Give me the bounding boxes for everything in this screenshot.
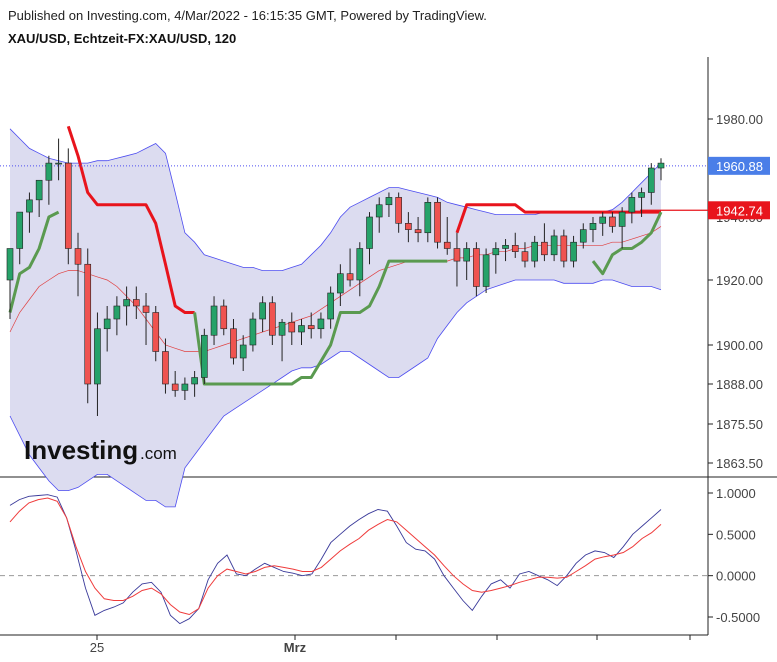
candle-body	[443, 241, 451, 249]
candle-body	[521, 251, 529, 262]
candle-body	[473, 248, 480, 287]
candle-body	[288, 321, 296, 333]
candle-body	[239, 344, 247, 359]
time-tick-label: 25	[90, 640, 104, 655]
candle-body	[327, 292, 334, 320]
candle-body	[298, 325, 305, 333]
candle-body	[103, 318, 111, 330]
candle-body	[84, 263, 92, 385]
candle-body	[346, 273, 354, 281]
candle-body	[453, 248, 461, 262]
candle-body	[511, 245, 519, 252]
candle-body	[579, 229, 587, 243]
candle-body	[589, 223, 597, 230]
candle-body	[414, 229, 422, 234]
candle-body	[113, 305, 121, 320]
candle-body	[482, 254, 490, 287]
candle-body	[6, 248, 14, 281]
candle-body	[531, 241, 538, 262]
band-lower-line	[9, 279, 662, 508]
candle-body	[123, 299, 130, 307]
candle-body	[628, 197, 636, 213]
candle-body	[657, 162, 665, 169]
candle-body	[560, 235, 568, 262]
candle-body	[249, 318, 257, 346]
level-price-tag-bg	[708, 201, 770, 220]
candle-body	[395, 197, 402, 224]
logo-suffix: .com	[140, 444, 177, 463]
candle-body	[191, 377, 198, 385]
candle-body	[55, 162, 62, 165]
osc-tick-label: 1.0000	[716, 486, 756, 501]
osc-tick-label: 0.5000	[716, 527, 756, 542]
stop-line-red	[66, 125, 661, 314]
candle-body	[356, 248, 364, 281]
candle-body	[424, 202, 432, 234]
candle-body	[64, 162, 72, 249]
candle-body	[259, 302, 266, 320]
price-tick-label: 1900.00	[716, 338, 763, 353]
signal-line	[9, 497, 662, 616]
level-price-tag: 1942.74	[716, 203, 763, 218]
candle-body	[434, 202, 441, 243]
candle-body	[210, 305, 218, 336]
candle-body	[269, 302, 276, 336]
published-note: Published on Investing.com, 4/Mar/2022 -…	[8, 8, 487, 23]
price-tick-label: 1920.00	[716, 273, 763, 288]
candle-body	[618, 211, 626, 227]
candle-body	[317, 318, 325, 330]
investing-logo: Investing .com	[24, 435, 177, 465]
last-price-tag-bg	[708, 156, 770, 175]
price-tick-label: 1980.00	[716, 112, 763, 127]
candle-body	[16, 211, 24, 249]
candle-body	[541, 241, 548, 256]
candle-body	[550, 235, 558, 256]
candle-body	[74, 248, 82, 265]
osc-tick-label: 0.0000	[716, 569, 756, 584]
candle-body	[162, 351, 169, 385]
price-tick-label: 1888.00	[716, 377, 763, 392]
candle-body	[181, 383, 189, 391]
candle-body	[26, 199, 33, 213]
candle-body	[220, 305, 228, 330]
candle-body	[609, 216, 616, 227]
candle-body	[94, 328, 101, 385]
candle-body	[502, 245, 509, 249]
candle-body	[337, 273, 344, 294]
candle-body	[152, 312, 160, 352]
candle-body	[375, 204, 383, 218]
price-tick-label: 1863.50	[716, 456, 763, 471]
candle-body	[171, 383, 179, 391]
candle-body	[638, 192, 645, 198]
candle-body	[142, 305, 150, 313]
candle-body	[570, 241, 577, 262]
candle-body	[278, 321, 286, 336]
candle-body	[201, 334, 208, 378]
candle-body	[647, 167, 655, 193]
candle-body	[230, 328, 237, 359]
candle-body	[307, 325, 315, 330]
candle-body	[366, 216, 373, 249]
stop-line-green	[8, 210, 663, 386]
osc-tick-label: -0.5000	[716, 610, 760, 625]
candle-body	[35, 179, 43, 201]
symbol-title: XAU/USD, Echtzeit-FX:XAU/USD, 120	[8, 31, 237, 46]
candle-body	[385, 197, 393, 206]
candle-body	[599, 216, 607, 224]
band-fill	[10, 128, 661, 507]
last-price-tag: 1960.88	[716, 159, 763, 174]
candle-body	[405, 223, 412, 230]
logo-main: Investing	[24, 435, 138, 465]
candle-body	[45, 162, 53, 181]
price-tick-label: 1875.50	[716, 417, 763, 432]
oscillator-line	[9, 494, 662, 625]
candle-body	[492, 248, 500, 256]
candle-body	[133, 299, 140, 307]
candle-body	[463, 248, 470, 262]
time-tick-label: Mrz	[284, 640, 307, 655]
